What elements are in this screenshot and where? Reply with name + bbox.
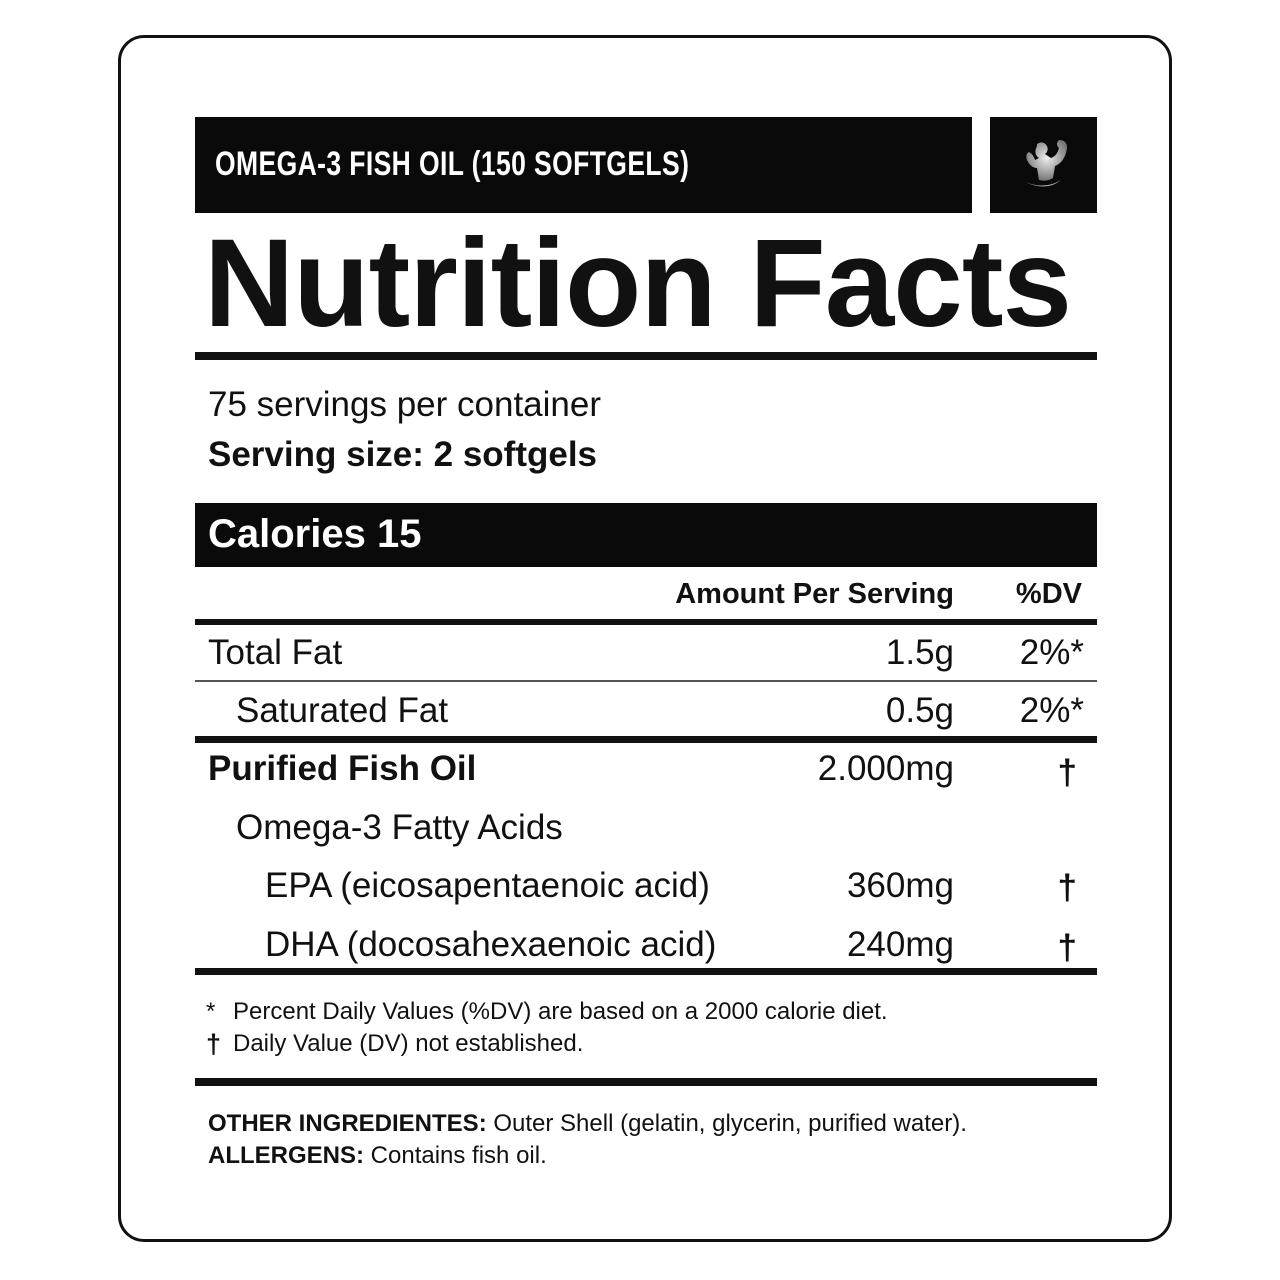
calories: Calories 15 <box>208 512 422 556</box>
divider <box>195 680 1097 682</box>
amount-column-header: Amount Per Serving <box>675 578 954 610</box>
row-amount: 360mg <box>846 866 954 905</box>
row-name: Total Fat <box>208 633 343 672</box>
row-name: Saturated Fat <box>236 691 449 730</box>
footnote-mark: * <box>206 998 216 1025</box>
row-dv: 2%* <box>1019 691 1084 730</box>
row-amount: 2.000mg <box>817 749 954 788</box>
row-name: EPA (eicosapentaenoic acid) <box>265 866 710 905</box>
allergens-text: Contains fish oil. <box>364 1142 547 1169</box>
row-dv: † <box>1057 928 1077 967</box>
row-dv: † <box>1057 753 1077 792</box>
allergens: ALLERGENS: Contains fish oil. <box>208 1142 547 1170</box>
flexing-bodybuilder-icon <box>1024 140 1067 187</box>
row-amount: 0.5g <box>885 691 954 730</box>
calories-bar <box>195 503 1097 567</box>
row-name: Omega-3 Fatty Acids <box>236 808 563 847</box>
divider <box>195 619 1097 625</box>
row-name: DHA (docosahexaenoic acid) <box>265 925 717 964</box>
row-amount: 240mg <box>846 925 954 964</box>
serving-size: Serving size: 2 softgels <box>208 435 598 474</box>
product-title-bar <box>195 117 972 213</box>
allergens-label: ALLERGENS: <box>208 1142 364 1169</box>
divider <box>195 968 1097 975</box>
footnote: Daily Value (DV) not established. <box>233 1030 584 1057</box>
divider <box>195 1078 1097 1086</box>
label-frame <box>118 35 1172 1242</box>
row-dv: 2%* <box>1019 633 1084 672</box>
other-ingredients-text: Outer Shell (gelatin, glycerin, purified… <box>486 1110 967 1137</box>
other-ingredients: OTHER INGREDIENTES: Outer Shell (gelatin… <box>208 1110 967 1138</box>
divider <box>195 736 1097 743</box>
dv-column-header: %DV <box>1015 578 1082 610</box>
page-title: Nutrition Facts <box>204 214 1072 353</box>
product-title: OMEGA-3 FISH OIL (150 SOFTGELS) <box>215 145 690 183</box>
footnote: Percent Daily Values (%DV) are based on … <box>233 998 888 1025</box>
row-amount: 1.5g <box>885 633 954 672</box>
divider <box>195 352 1097 360</box>
brand-logo <box>990 117 1097 213</box>
row-name: Purified Fish Oil <box>208 749 477 788</box>
other-ingredients-label: OTHER INGREDIENTES: <box>208 1110 487 1137</box>
servings-per-container: 75 servings per container <box>208 385 601 424</box>
footnote-mark: † <box>206 1029 222 1059</box>
row-dv: † <box>1057 868 1077 907</box>
